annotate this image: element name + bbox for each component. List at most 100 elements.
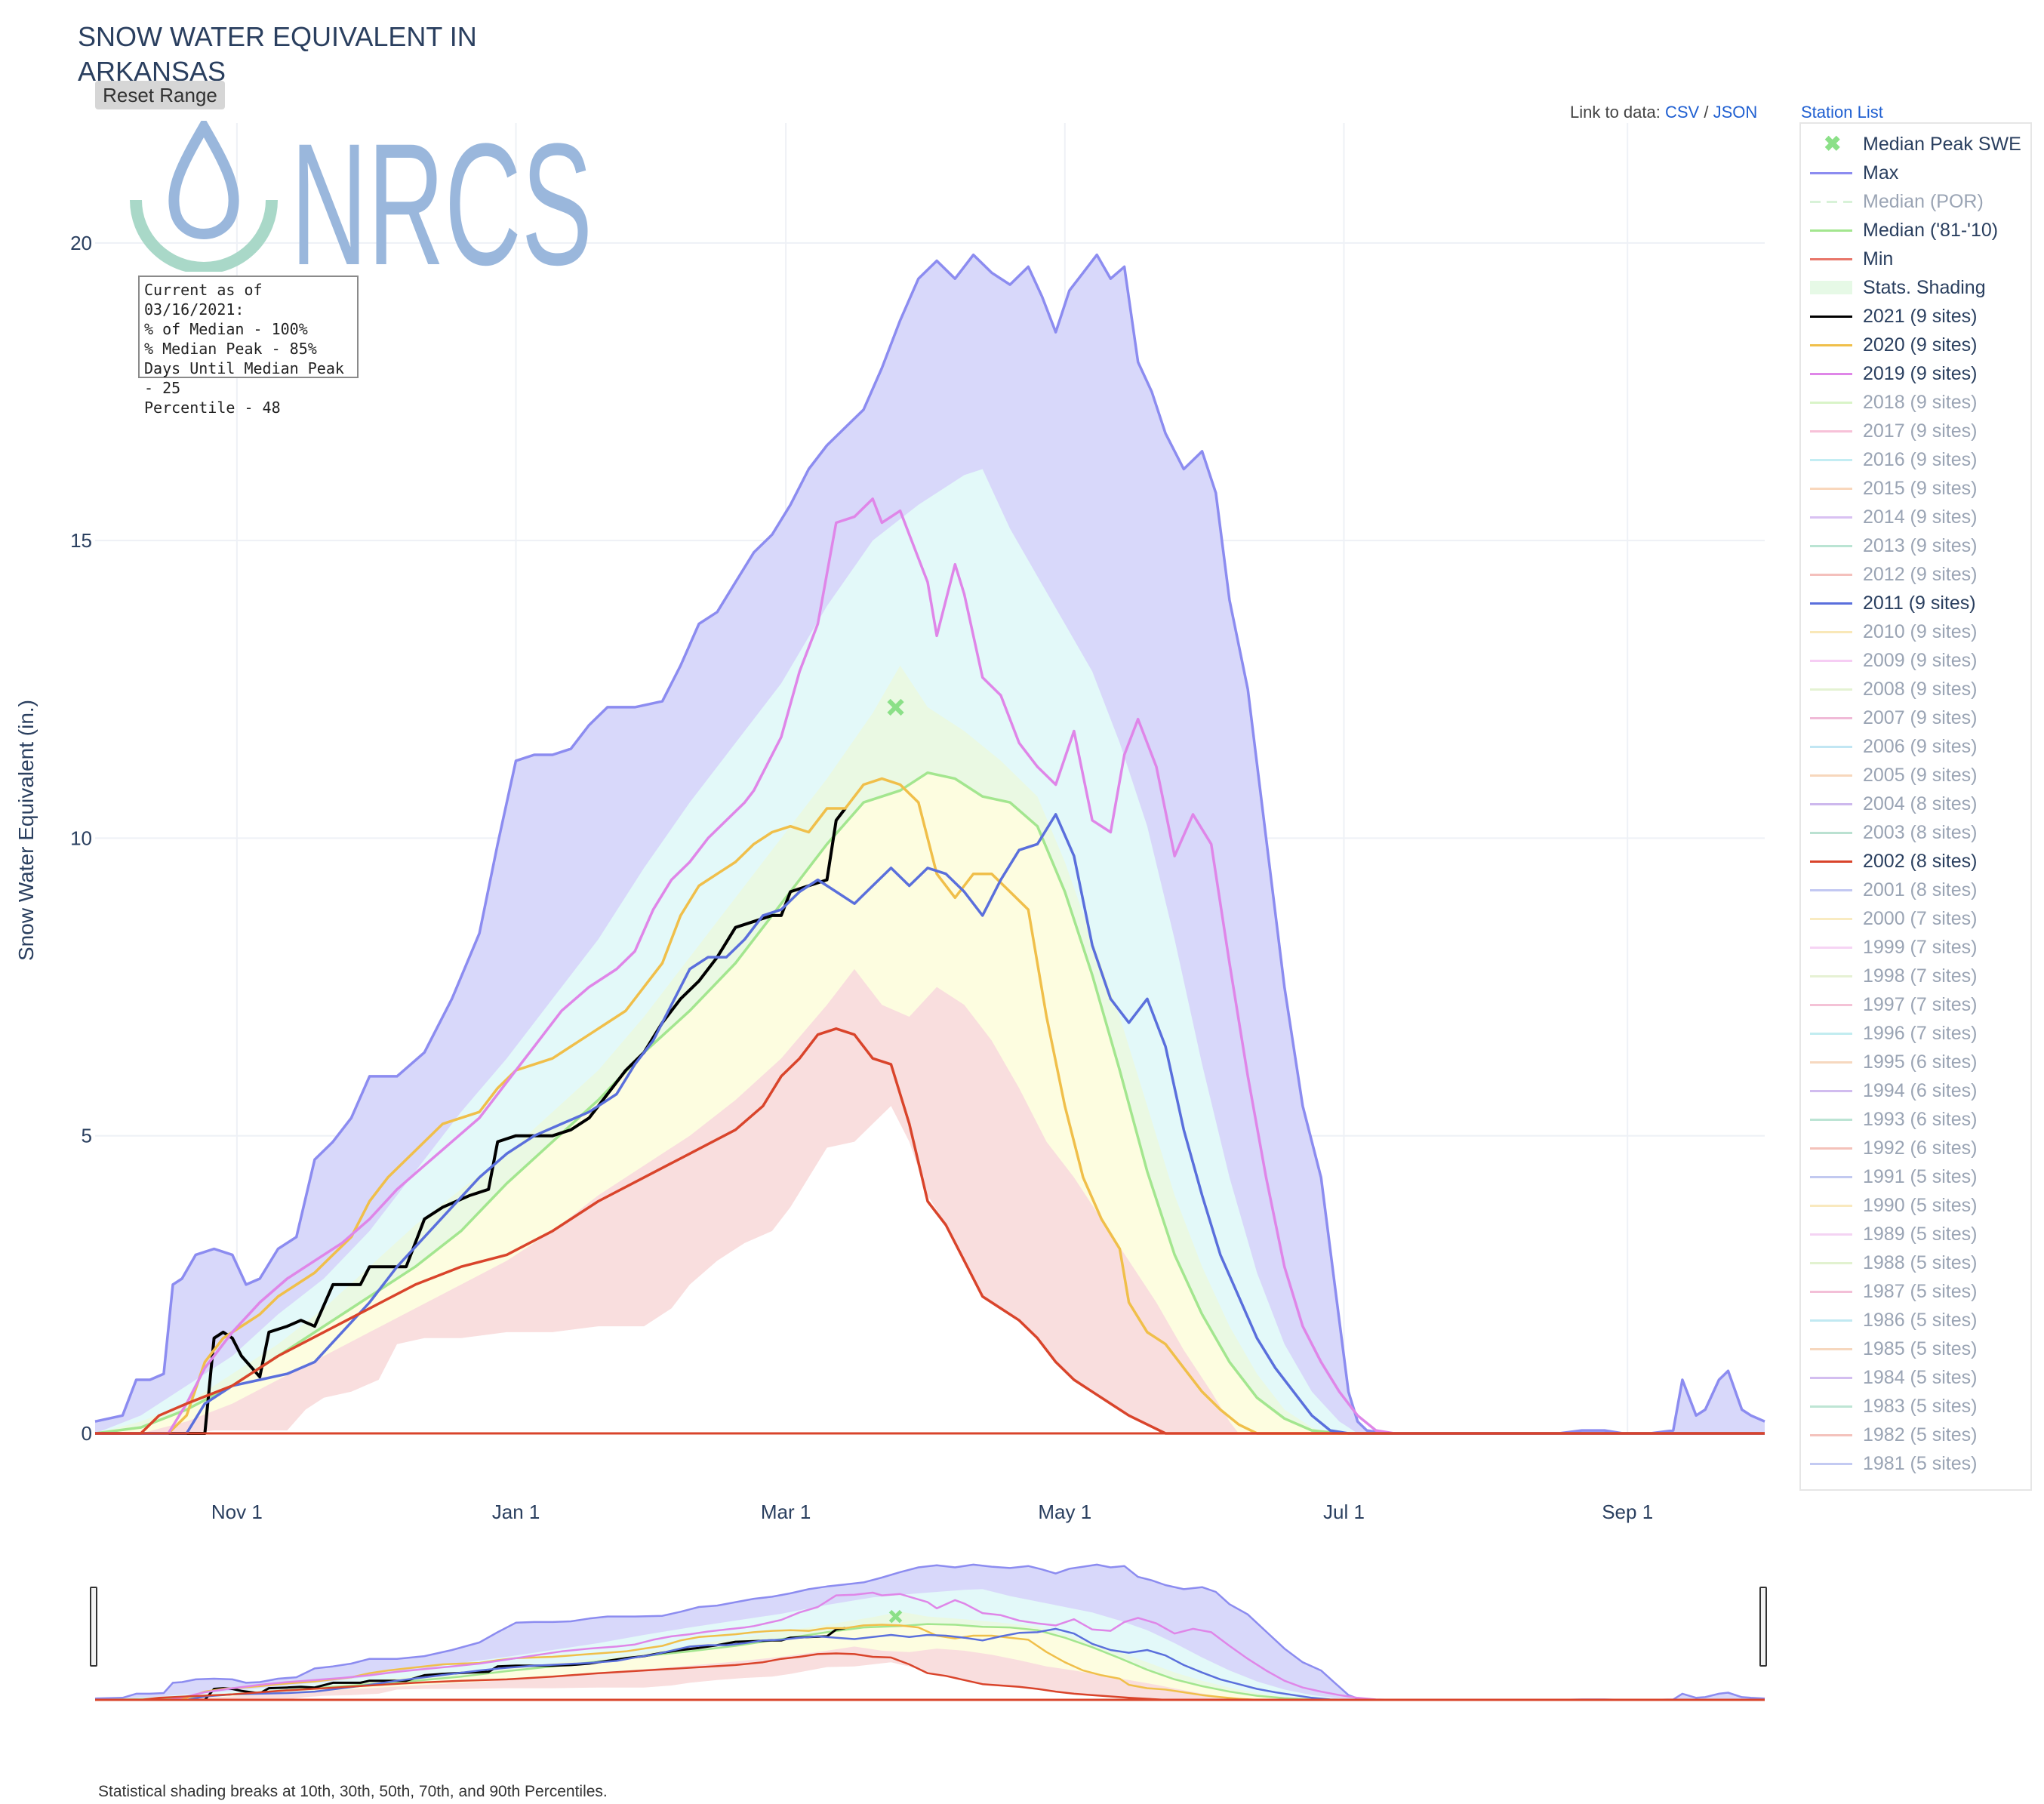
median-peak-marker[interactable] bbox=[887, 698, 904, 716]
series-line-2002 bbox=[95, 1027, 1765, 1435]
legend-symbol bbox=[1809, 962, 1854, 990]
info-line-percentile: Percentile - 48 bbox=[144, 399, 281, 417]
legend-item[interactable]: 2011 (9 sites) bbox=[1809, 589, 1976, 617]
legend-item[interactable]: 2002 (8 sites) bbox=[1809, 847, 1977, 876]
legend-symbol bbox=[1809, 904, 1854, 933]
legend-line-swatch bbox=[1810, 1119, 1852, 1121]
legend-item[interactable]: 1993 (6 sites) bbox=[1809, 1105, 1977, 1134]
legend-item[interactable]: 2000 (7 sites) bbox=[1809, 904, 1977, 933]
legend-item[interactable]: 1984 (5 sites) bbox=[1809, 1363, 1977, 1392]
legend-line-swatch bbox=[1810, 688, 1852, 691]
reset-range-button[interactable]: Reset Range bbox=[95, 81, 225, 109]
legend-item[interactable]: 2004 (8 sites) bbox=[1809, 790, 1977, 818]
legend-item[interactable]: 2010 (9 sites) bbox=[1809, 617, 1977, 646]
legend-line-swatch bbox=[1810, 488, 1852, 490]
legend-label: 1985 (5 sites) bbox=[1863, 1338, 1978, 1359]
legend-item[interactable]: ✖ Median Peak SWE bbox=[1809, 130, 2021, 159]
legend-line-swatch bbox=[1810, 373, 1852, 375]
legend-symbol bbox=[1809, 1076, 1854, 1105]
legend-item[interactable]: 2013 (9 sites) bbox=[1809, 531, 1977, 560]
chart-title: SNOW WATER EQUIVALENT IN ARKANSAS bbox=[78, 21, 477, 87]
legend-line-swatch bbox=[1810, 1291, 1852, 1293]
y-axis-label: Snow Water Equivalent (in.) bbox=[14, 700, 38, 961]
legend-line-swatch bbox=[1810, 1205, 1852, 1207]
shading-footnote: Statistical shading breaks at 10th, 30th… bbox=[98, 1783, 608, 1800]
legend-item[interactable]: 1999 (7 sites) bbox=[1809, 933, 1977, 962]
legend-item[interactable]: 2012 (9 sites) bbox=[1809, 560, 1977, 589]
legend-item[interactable]: 2015 (9 sites) bbox=[1809, 474, 1977, 503]
legend-item[interactable]: 2020 (9 sites) bbox=[1809, 331, 1977, 359]
legend-item[interactable]: 2003 (8 sites) bbox=[1809, 818, 1977, 847]
legend-item[interactable]: 2001 (8 sites) bbox=[1809, 876, 1977, 904]
range-handle-left[interactable] bbox=[90, 1587, 97, 1667]
legend-label: 2010 (9 sites) bbox=[1863, 620, 1978, 642]
legend-item[interactable]: 1991 (5 sites) bbox=[1809, 1162, 1977, 1191]
legend-item[interactable]: 1990 (5 sites) bbox=[1809, 1191, 1977, 1220]
legend-item[interactable]: 2018 (9 sites) bbox=[1809, 388, 1977, 417]
legend-symbol bbox=[1809, 1449, 1854, 1478]
legend-label: 2001 (8 sites) bbox=[1863, 879, 1978, 900]
legend-item[interactable]: 1988 (5 sites) bbox=[1809, 1248, 1977, 1277]
range-slider[interactable] bbox=[90, 1562, 1767, 1701]
legend-label: 2000 (7 sites) bbox=[1863, 907, 1978, 929]
station-list-link[interactable]: Station List bbox=[1801, 103, 1883, 122]
percentile-band-10th bbox=[95, 1662, 1765, 1700]
legend-symbol bbox=[1809, 531, 1854, 560]
legend-item[interactable]: 1994 (6 sites) bbox=[1809, 1076, 1977, 1105]
legend-item[interactable]: 1987 (5 sites) bbox=[1809, 1277, 1977, 1306]
legend-item[interactable]: 2005 (9 sites) bbox=[1809, 761, 1977, 790]
legend-line-swatch bbox=[1810, 201, 1852, 203]
legend-item[interactable]: Min bbox=[1809, 245, 1893, 273]
legend-label: 2018 (9 sites) bbox=[1863, 391, 1978, 413]
legend-label: Stats. Shading bbox=[1863, 276, 1986, 298]
range-handle-right[interactable] bbox=[1759, 1587, 1767, 1667]
legend-line-swatch bbox=[1810, 860, 1852, 863]
series-line-2021 bbox=[95, 807, 847, 1435]
legend-item[interactable]: 2008 (9 sites) bbox=[1809, 675, 1977, 703]
legend-item[interactable]: 2017 (9 sites) bbox=[1809, 417, 1977, 445]
legend-item[interactable]: 1989 (5 sites) bbox=[1809, 1220, 1977, 1248]
legend-item[interactable]: 1986 (5 sites) bbox=[1809, 1306, 1977, 1335]
legend-item[interactable]: 1982 (5 sites) bbox=[1809, 1421, 1977, 1449]
legend-line-swatch bbox=[1810, 1147, 1852, 1150]
legend-symbol bbox=[1809, 617, 1854, 646]
legend-item[interactable]: 2019 (9 sites) bbox=[1809, 359, 1977, 388]
legend-item[interactable]: 2021 (9 sites) bbox=[1809, 302, 1977, 331]
main-plot-area[interactable]: 0 5 10 15 20 Nov 1 Jan 1 Mar 1 May 1 Jul 1 Sep 1 bbox=[70, 123, 1765, 1523]
legend-label: 2006 (9 sites) bbox=[1863, 735, 1978, 757]
legend-line-swatch bbox=[1810, 746, 1852, 748]
json-link[interactable]: JSON bbox=[1713, 103, 1758, 122]
legend-line-swatch bbox=[1810, 1033, 1852, 1035]
legend-item[interactable]: 1981 (5 sites) bbox=[1809, 1449, 1977, 1478]
legend-label: 2002 (8 sites) bbox=[1863, 850, 1978, 872]
legend-item[interactable]: 2006 (9 sites) bbox=[1809, 732, 1977, 761]
legend-item[interactable]: 2014 (9 sites) bbox=[1809, 503, 1977, 531]
legend-item[interactable]: 2007 (9 sites) bbox=[1809, 703, 1977, 732]
legend-item[interactable]: 1983 (5 sites) bbox=[1809, 1392, 1977, 1421]
legend-item[interactable]: 1998 (7 sites) bbox=[1809, 962, 1977, 990]
legend-symbol bbox=[1809, 445, 1854, 474]
y-tick-label: 10 bbox=[70, 827, 92, 849]
median-peak-marker[interactable] bbox=[888, 1609, 903, 1624]
legend-item[interactable]: 1995 (6 sites) bbox=[1809, 1048, 1977, 1076]
legend-item[interactable]: 2016 (9 sites) bbox=[1809, 445, 1977, 474]
csv-link[interactable]: CSV bbox=[1665, 103, 1700, 122]
legend-line-swatch bbox=[1810, 602, 1852, 605]
legend-item[interactable]: 2009 (9 sites) bbox=[1809, 646, 1977, 675]
legend-symbol bbox=[1809, 675, 1854, 703]
legend-item[interactable]: 1997 (7 sites) bbox=[1809, 990, 1977, 1019]
legend-line-swatch bbox=[1810, 717, 1852, 719]
legend-item[interactable]: 1996 (7 sites) bbox=[1809, 1019, 1977, 1048]
y-tick-label: 5 bbox=[82, 1125, 92, 1147]
legend-line-swatch bbox=[1810, 1061, 1852, 1064]
legend-item[interactable]: Median ('81-'10) bbox=[1809, 216, 1998, 245]
legend-item[interactable]: Median (POR) bbox=[1809, 187, 1984, 216]
legend-symbol bbox=[1809, 1105, 1854, 1134]
legend-line-swatch bbox=[1810, 832, 1852, 834]
link-prefix: Link to data: bbox=[1570, 103, 1661, 122]
legend-item[interactable]: 1985 (5 sites) bbox=[1809, 1335, 1977, 1363]
legend-item[interactable]: Max bbox=[1809, 159, 1898, 187]
legend-item[interactable]: Stats. Shading bbox=[1809, 273, 1986, 302]
legend-item[interactable]: 1992 (6 sites) bbox=[1809, 1134, 1977, 1162]
